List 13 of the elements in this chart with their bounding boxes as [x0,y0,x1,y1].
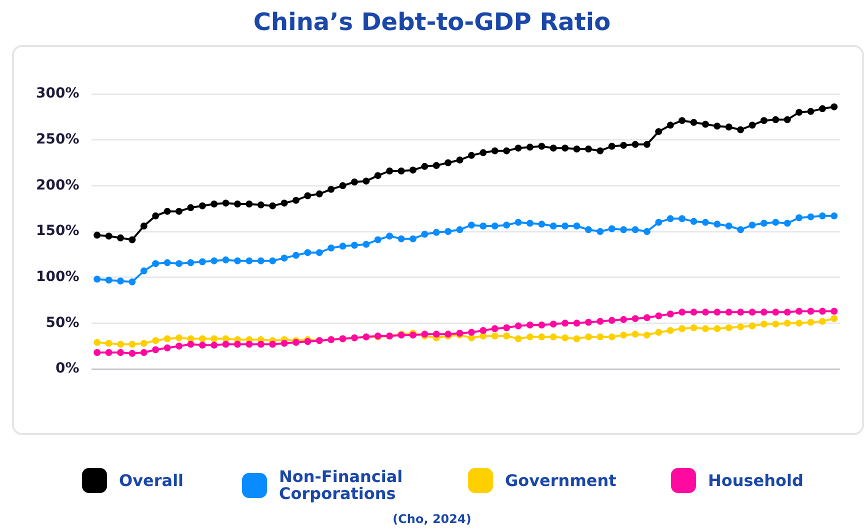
legend-label: Government [505,471,616,490]
y-tick-label: 150% [36,223,80,240]
y-tick-label: 100% [36,268,80,285]
legend-label: Non-Financial Corporations [279,467,404,503]
legend-label: Overall [119,471,184,490]
chart-title: China’s Debt-to-GDP Ratio [252,8,612,36]
legend-label: Household [708,471,804,490]
y-tick-label: 200% [36,177,80,194]
y-tick-label: 300% [36,86,80,102]
y-tick-label: 250% [36,131,80,148]
text: (Cho, 2024) [392,512,472,526]
y-tick-label: 50% [46,314,80,331]
y-tick-label: 0% [55,360,80,377]
